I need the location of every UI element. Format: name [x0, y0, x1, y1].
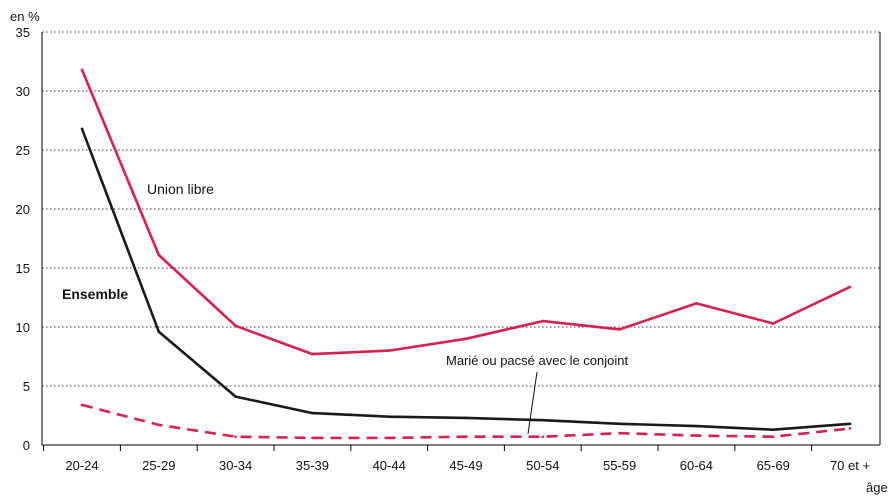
y-tick-label-10: 10 [16, 320, 30, 335]
x-tick-label-10: 70 et + [830, 458, 870, 473]
data-point-s1-10 [848, 422, 852, 426]
series-label-marie-leader-line [527, 371, 538, 435]
axis-layer [41, 32, 881, 451]
series-line-1 [80, 128, 851, 432]
x-tick-label-4: 40-44 [373, 458, 406, 473]
y-tick-label-15: 15 [16, 261, 30, 276]
data-point-s1-0 [80, 127, 84, 131]
data-point-s0-3 [311, 352, 314, 356]
data-point-s2-3 [311, 436, 314, 440]
data-point-s2-1 [157, 423, 161, 427]
data-point-s0-2 [234, 324, 237, 328]
x-tick-label-7: 55-59 [603, 458, 636, 473]
series-line-0 [80, 69, 851, 356]
data-point-s0-8 [695, 302, 698, 305]
data-point-s2-4 [387, 436, 391, 440]
y-tick-label-5: 5 [23, 379, 30, 394]
data-point-s0-5 [464, 337, 468, 341]
data-point-s1-4 [387, 415, 391, 418]
data-point-s0-4 [387, 349, 391, 352]
data-point-s2-6 [541, 435, 545, 439]
series-layer [80, 68, 852, 440]
x-tick-label-6: 50-54 [526, 458, 559, 473]
y-tick-label-30: 30 [16, 84, 30, 99]
x-tick-label-0: 20-24 [65, 458, 98, 473]
series-label-union-libre: Union libre [147, 181, 214, 197]
data-point-s2-10 [848, 427, 852, 430]
y-axis-unit-label: en % [10, 9, 40, 24]
series-line-2 [81, 403, 851, 440]
y-tick-label-0: 0 [23, 438, 30, 453]
x-tick-label-5: 45-49 [449, 458, 482, 473]
data-point-s0-1 [157, 253, 161, 257]
y-tick-label-25: 25 [16, 143, 30, 158]
data-point-s2-9 [771, 435, 775, 439]
x-tick-label-8: 60-64 [680, 458, 713, 473]
data-point-s1-1 [157, 330, 161, 334]
data-point-s2-0 [80, 403, 84, 407]
series-label-marie-ou-pacse: Marié ou pacsé avec le conjoint [446, 353, 628, 368]
y-tick-label-35: 35 [16, 25, 30, 40]
grid-layer [42, 31, 880, 387]
data-point-s1-5 [464, 416, 468, 420]
x-axis-label: âge [866, 480, 888, 495]
data-point-s1-2 [234, 395, 237, 398]
data-point-s0-10 [848, 285, 852, 289]
y-tick-label-20: 20 [16, 202, 30, 217]
x-tick-label-9: 65-69 [757, 458, 790, 473]
data-point-s0-6 [541, 319, 545, 323]
series-label-ensemble: Ensemble [62, 286, 128, 302]
x-tick-label-3: 35-39 [296, 458, 329, 473]
data-point-s1-8 [695, 424, 698, 428]
data-point-s0-7 [618, 328, 621, 331]
data-point-s1-6 [541, 418, 545, 422]
x-tick-label-1: 25-29 [142, 458, 175, 473]
data-point-s2-5 [464, 435, 468, 439]
label-layer: en % âge Union libre Ensemble Marié ou p… [10, 9, 888, 495]
data-point-s1-7 [618, 422, 621, 426]
data-point-s1-9 [771, 428, 775, 431]
data-point-s1-3 [311, 411, 314, 415]
data-point-s2-7 [618, 431, 621, 435]
data-point-s2-8 [695, 434, 698, 437]
data-point-s2-2 [234, 435, 237, 439]
x-tick-label-2: 30-34 [219, 458, 252, 473]
data-point-s0-9 [771, 322, 775, 325]
data-point-s0-0 [80, 68, 84, 72]
